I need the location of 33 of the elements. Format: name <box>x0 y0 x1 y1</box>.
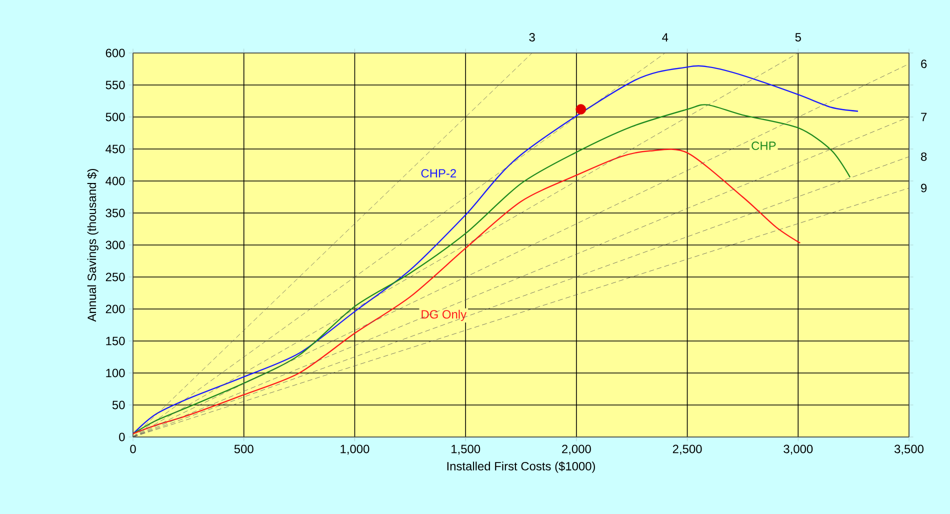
y-axis-title: Annual Savings (thousand $) <box>87 169 98 322</box>
y-tick-label: 550 <box>106 80 125 90</box>
y-tick-label: 150 <box>106 336 125 346</box>
series-label: 3 <box>529 33 535 42</box>
y-tick-label: 450 <box>106 144 125 154</box>
series-label: 5 <box>795 33 801 42</box>
y-tick-label: 0 <box>119 432 125 442</box>
y-tick-label: 250 <box>106 272 125 282</box>
x-tick-label: 0 <box>130 444 136 454</box>
x-tick-label: 3,000 <box>784 444 813 455</box>
y-tick-label: 600 <box>106 48 125 58</box>
series-label: 9 <box>921 184 927 192</box>
y-tick-label: 350 <box>106 208 125 218</box>
x-tick-label: 2,500 <box>672 444 702 455</box>
x-axis-title: Installed First Costs ($1000) <box>447 461 595 473</box>
y-tick-label: 50 <box>112 400 125 410</box>
y-tick-label: 500 <box>106 112 125 122</box>
series-label: 6 <box>921 60 927 68</box>
y-tick-label: 300 <box>106 240 125 250</box>
x-tick-label: 1,000 <box>340 444 370 455</box>
text: CHP-2 <box>421 169 456 178</box>
x-tick-label: 3,500 <box>894 444 924 455</box>
series-label: CHP <box>752 142 776 150</box>
y-tick-label: 200 <box>106 304 125 314</box>
x-tick-label: 500 <box>234 444 254 454</box>
x-tick-label: 2,000 <box>562 444 591 455</box>
y-tick-label: 400 <box>106 176 125 186</box>
series-label: 8 <box>921 152 927 161</box>
series-label: 7 <box>921 112 927 122</box>
series-label: DG Only <box>422 310 467 321</box>
y-tick-label: 100 <box>106 368 125 378</box>
series-label: 4 <box>662 33 668 42</box>
x-tick-label: 1,500 <box>452 444 480 455</box>
